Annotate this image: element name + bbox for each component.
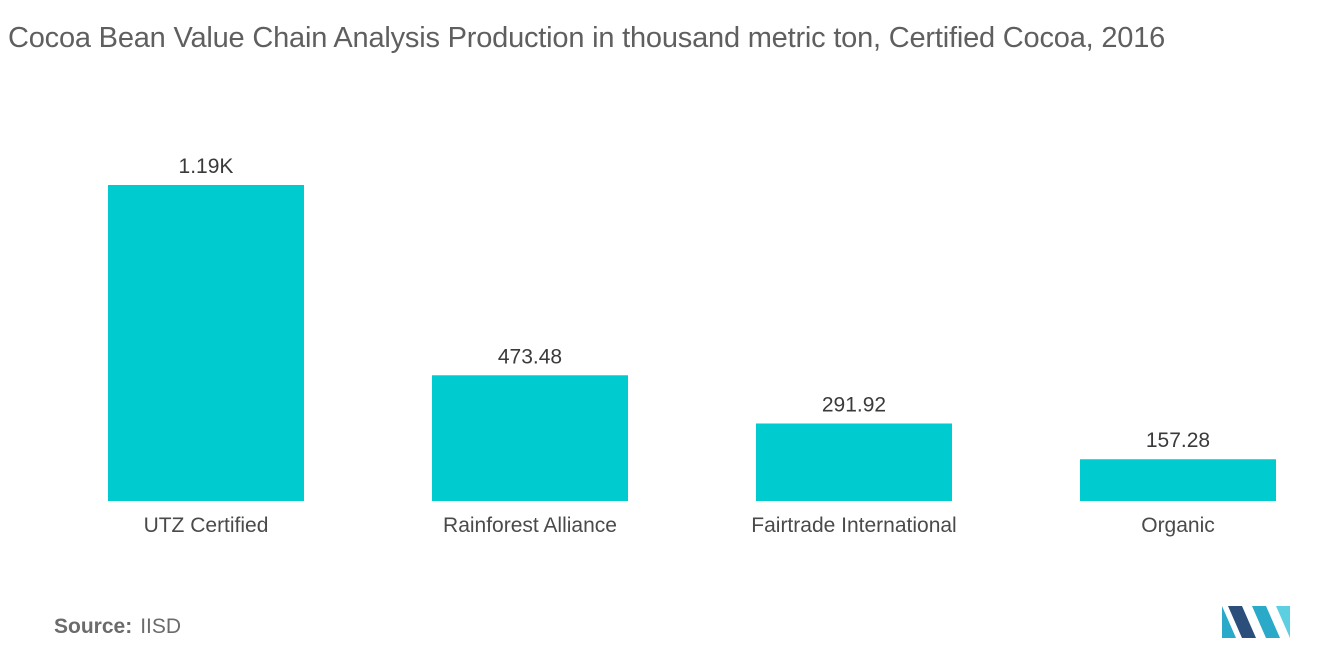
data-label: 473.48 [498, 345, 562, 368]
bar-rainforest-alliance [432, 375, 628, 501]
bar-utz-certified [108, 185, 304, 501]
category-label: UTZ Certified [144, 514, 269, 537]
chart-title: Cocoa Bean Value Chain Analysis Producti… [8, 22, 1166, 54]
category-label: Organic [1141, 514, 1215, 537]
data-label: 1.19K [179, 155, 234, 178]
source-label: Source: [54, 615, 133, 638]
source-value: IISD [140, 615, 182, 638]
category-label: Fairtrade International [751, 514, 956, 537]
mordor-intelligence-logo-icon [1222, 606, 1290, 638]
bar-fairtrade-international [756, 423, 952, 501]
data-label: 157.28 [1146, 429, 1210, 452]
data-label: 291.92 [822, 393, 886, 416]
category-label: Rainforest Alliance [443, 514, 617, 537]
bar-organic [1080, 459, 1276, 501]
source-note: Source: IISD [54, 615, 181, 639]
bar-chart: 1.19K UTZ Certified 473.48 Rainforest Allia… [108, 155, 1276, 537]
